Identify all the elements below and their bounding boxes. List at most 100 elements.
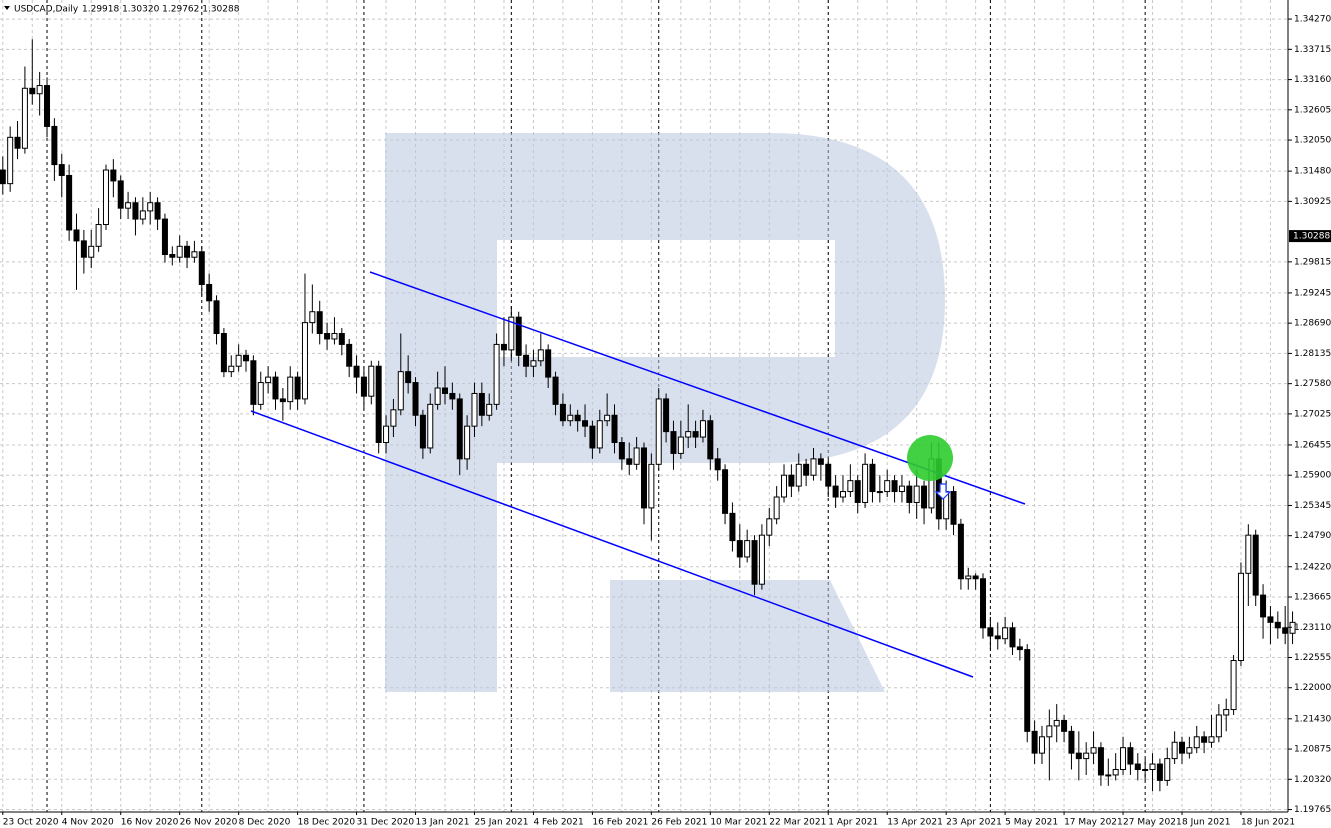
x-tick-label: 23 Apr 2021 — [946, 818, 1002, 828]
x-tick-label: 16 Feb 2021 — [592, 818, 648, 828]
candle-body — [412, 382, 419, 416]
candle-body — [464, 425, 471, 460]
candle-body — [301, 322, 308, 400]
candle-body — [1068, 730, 1075, 754]
candle-body — [147, 202, 154, 212]
y-tick-label: 1.21430 — [1294, 714, 1331, 724]
y-tick-label: 1.32605 — [1294, 105, 1331, 115]
candle-body — [1046, 725, 1053, 738]
candle-body — [58, 164, 65, 176]
candle-body — [36, 85, 43, 95]
candle-body — [346, 343, 353, 367]
y-tick-label: 1.28690 — [1294, 319, 1331, 329]
candle-body — [51, 125, 58, 166]
candle-body — [559, 403, 566, 422]
candle-body — [279, 398, 286, 403]
candle-body — [397, 371, 404, 411]
candle-body — [1171, 741, 1178, 760]
candle-body — [692, 431, 699, 438]
x-tick-label: 27 May 2021 — [1123, 818, 1182, 828]
x-tick-label: 26 Nov 2020 — [180, 818, 238, 828]
candle-body — [102, 169, 109, 226]
candle-body — [375, 365, 382, 444]
y-tick-label: 1.26455 — [1294, 440, 1331, 450]
candle-body — [891, 480, 898, 493]
x-tick-label: 13 Apr 2021 — [887, 818, 943, 828]
candle-body — [478, 392, 485, 416]
candle-body — [1149, 763, 1156, 770]
candle-body — [1274, 621, 1281, 629]
candle-body — [1002, 627, 1009, 640]
x-tick-label: 25 Jan 2021 — [474, 818, 528, 828]
candle-body — [869, 463, 876, 493]
candle-body — [272, 376, 279, 400]
candle-body — [965, 575, 972, 580]
candle-body — [161, 218, 168, 255]
candle-body — [1267, 616, 1274, 623]
candle-body — [0, 169, 6, 185]
candle-body — [390, 409, 397, 427]
candle-body — [1061, 719, 1068, 732]
candle-body — [132, 202, 139, 220]
candle-body — [1164, 758, 1171, 781]
x-tick-label: 1 Apr 2021 — [828, 818, 878, 828]
channel-lower — [250, 410, 974, 678]
candle-body — [957, 523, 964, 580]
candle-body — [839, 491, 846, 498]
candle-body — [191, 251, 198, 258]
candle-body — [243, 354, 250, 362]
y-tick-label: 1.25345 — [1294, 501, 1331, 511]
candle-body — [1245, 534, 1252, 574]
y-tick-label: 1.20320 — [1294, 775, 1331, 785]
candle-body — [817, 458, 824, 465]
candle-body — [154, 202, 161, 220]
chart-title: USDCAD,Daily — [14, 5, 79, 15]
candles — [0, 39, 1296, 792]
candle-body — [1186, 747, 1193, 754]
candle-body — [714, 458, 721, 471]
breakout-marker — [907, 435, 953, 481]
candle-body — [618, 442, 625, 460]
x-tick-label: 23 Oct 2020 — [3, 818, 59, 828]
candle-body — [1193, 736, 1200, 749]
candle-body — [707, 420, 714, 460]
candle-body — [29, 87, 36, 95]
candle-body — [574, 414, 581, 422]
y-tick-label: 1.27025 — [1294, 409, 1331, 419]
candle-body — [1053, 719, 1060, 727]
candle-body — [324, 333, 331, 340]
candle-body — [338, 333, 345, 345]
candle-body — [1134, 763, 1141, 770]
candle-body — [456, 398, 463, 460]
candle-body — [139, 210, 146, 220]
candle-body — [1179, 741, 1185, 754]
candle-body — [213, 300, 220, 335]
candle-body — [110, 169, 117, 182]
candle-body — [419, 414, 426, 449]
candle-body — [1260, 594, 1267, 618]
candle-body — [766, 518, 773, 536]
y-tick-label: 1.29815 — [1294, 257, 1331, 267]
candle-body — [309, 311, 316, 324]
candle-body — [1215, 714, 1222, 738]
candle-body — [670, 431, 677, 454]
candle-body — [1282, 627, 1289, 634]
candle-body — [1075, 752, 1082, 760]
candle-body — [7, 136, 14, 185]
candle-body — [596, 420, 603, 449]
x-tick-label: 18 Dec 2020 — [298, 818, 356, 828]
candle-body — [913, 485, 920, 503]
candle-body — [1223, 709, 1230, 716]
candle-body — [921, 485, 928, 509]
candle-body — [331, 333, 338, 340]
candle-body — [795, 463, 802, 487]
candle-body — [972, 575, 979, 580]
candle-body — [633, 447, 640, 465]
candle-body — [95, 224, 102, 247]
candle-body — [44, 85, 51, 127]
candle-body — [523, 354, 530, 367]
candle-body — [184, 245, 191, 258]
candle-body — [640, 447, 647, 509]
axes: 1.34270 1.33715 1.33160 1.32605 1.32050 1.314… — [2, 15, 1331, 828]
